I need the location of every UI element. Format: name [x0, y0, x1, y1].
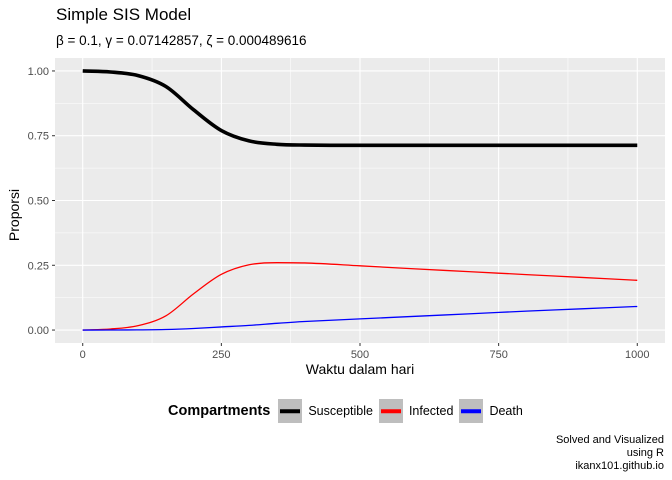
series-layer — [82, 69, 638, 331]
legend-item-infected: Infected — [378, 399, 454, 423]
chart-title: Simple SIS Model — [56, 5, 192, 24]
y-tick-label: 0.00 — [28, 325, 49, 337]
legend-key-susceptible — [278, 399, 303, 423]
major-grid — [55, 58, 665, 343]
series-line-susceptible — [82, 69, 638, 148]
x-tick-label: 750 — [489, 349, 507, 361]
legend-label-death: Death — [489, 404, 523, 418]
x-tick-label: 250 — [212, 349, 230, 361]
y-axis-label: Proporsi — [6, 188, 22, 242]
caption: Solved and Visualized using R ikanx101.g… — [556, 434, 664, 473]
legend-label-susceptible: Susceptible — [308, 404, 373, 418]
x-tick-label: 1000 — [625, 349, 649, 361]
y-tick-label: 0.25 — [28, 260, 49, 272]
legend-item-death: Death — [459, 399, 523, 423]
y-tick-label: 1.00 — [28, 66, 49, 78]
x-tick-label: 0 — [80, 349, 86, 361]
caption-line-1: Solved and Visualized — [555, 434, 664, 446]
legend-key-infected — [378, 399, 403, 423]
y-tick-label: 0.75 — [28, 131, 49, 143]
y-tick-label: 0.50 — [28, 196, 49, 208]
caption-line-2: using R — [626, 447, 664, 459]
axis-ticks: 0 250 500 750 1000 0.00 0.25 0.50 0.75 1.00 — [28, 66, 650, 361]
x-tick-label: 500 — [351, 349, 369, 361]
legend-title: Compartments — [168, 403, 271, 419]
series-line-death — [82, 305, 638, 331]
legend-label-infected: Infected — [408, 404, 454, 418]
legend-key-death — [459, 399, 484, 423]
legend-item-susceptible: Susceptible — [278, 399, 373, 423]
x-axis-label: Waktu dalam hari — [305, 361, 415, 377]
caption-line-3: ikanx101.github.io — [575, 460, 664, 472]
legend: Compartments Susceptible Infected Death — [168, 398, 529, 424]
series-line-infected — [82, 262, 638, 331]
plot-area: 0 250 500 750 1000 0.00 0.25 0.50 0.75 1.00 — [28, 58, 665, 361]
chart-subtitle: β = 0.1, γ = 0.07142857, ζ = 0.000489616 — [56, 33, 307, 48]
